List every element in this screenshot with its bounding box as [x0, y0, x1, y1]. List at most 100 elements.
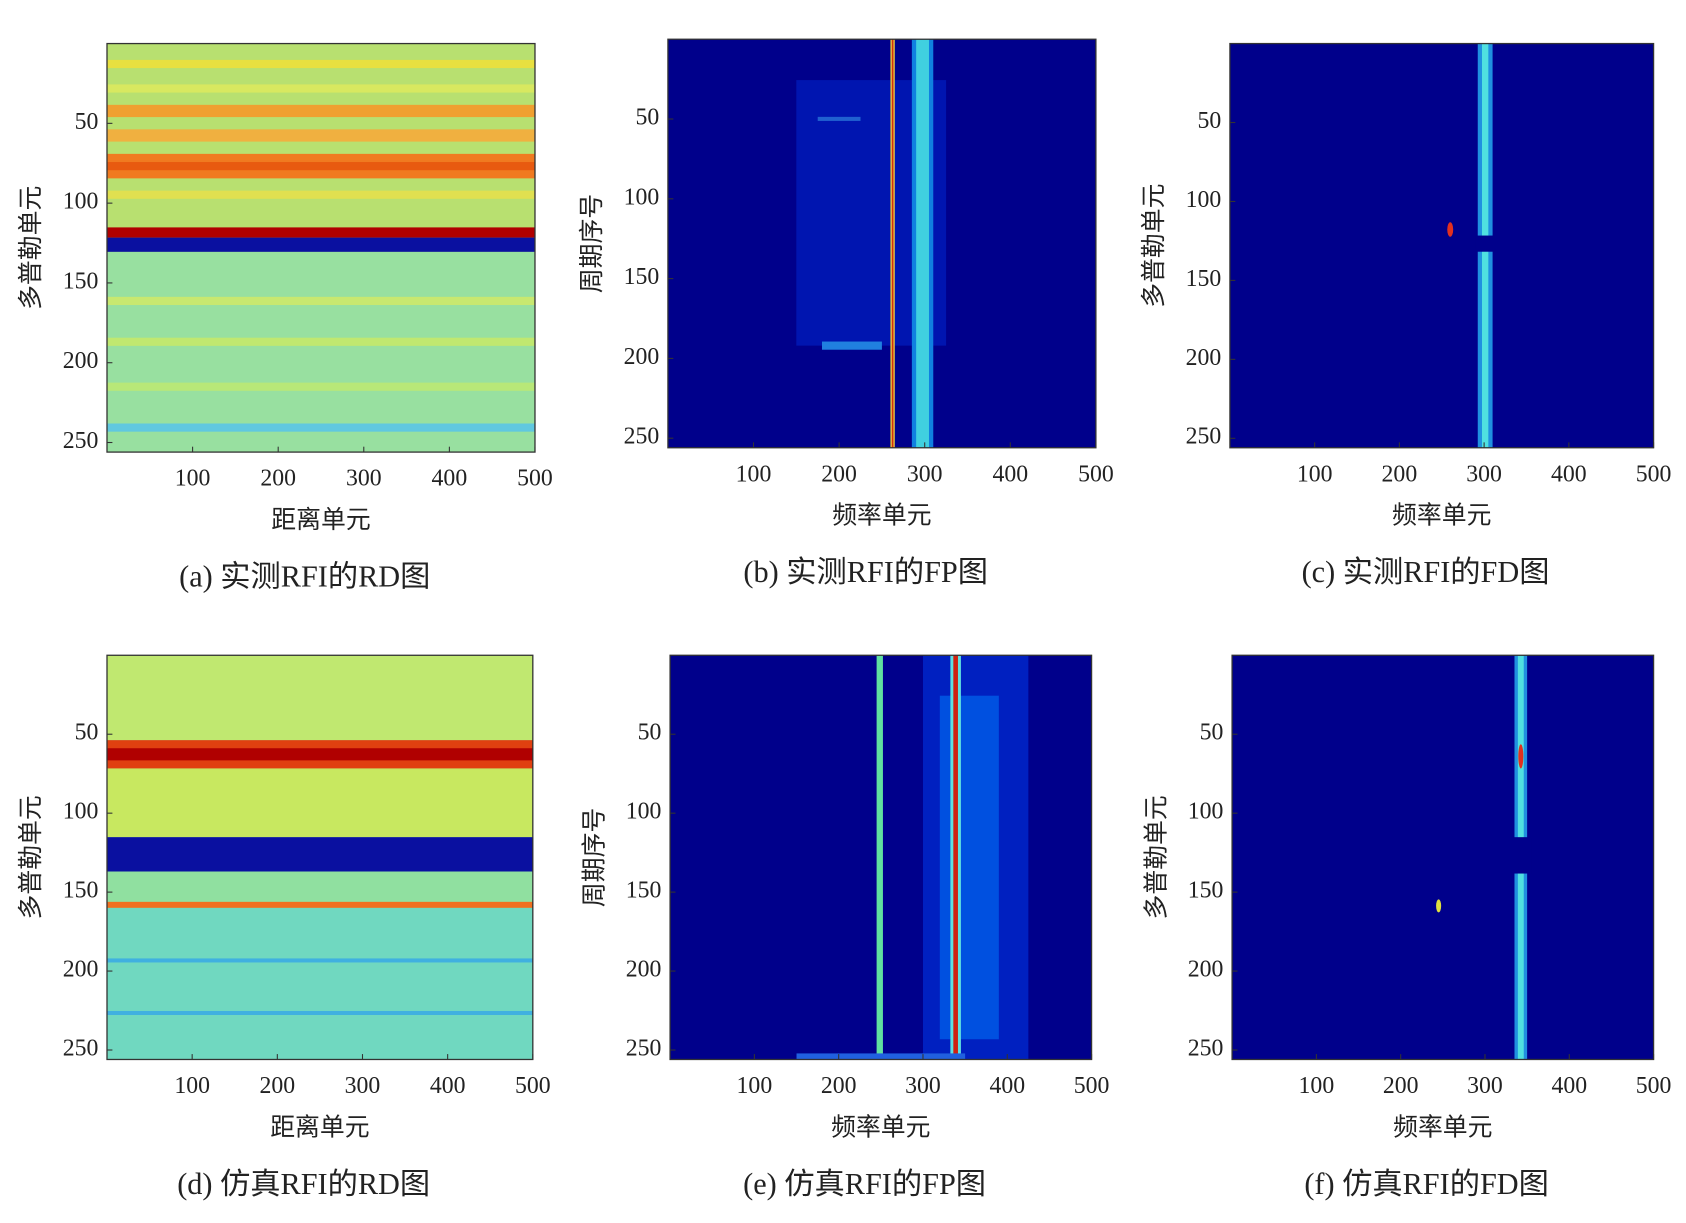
heatmap [1229, 43, 1654, 448]
heatmap-band [106, 768, 533, 838]
x-tick-label: 300 [907, 461, 943, 487]
y-tick-label: 150 [63, 878, 99, 904]
panel: 100 200 300 400 500 50 100 150 200 250 距离单元 多普勒单元 (a… [17, 42, 553, 594]
x-tick-label: 200 [821, 461, 857, 487]
heatmap-band [106, 901, 533, 908]
y-tick-label: 250 [63, 1035, 99, 1061]
x-axis-label: 频率单元 [831, 1113, 930, 1141]
y-axis-label: 周期序号 [578, 194, 606, 293]
y-tick-label: 100 [1186, 187, 1222, 213]
heatmap-band [106, 129, 535, 142]
heatmap-band [1510, 837, 1532, 874]
axes-frame [1231, 654, 1655, 1061]
heatmap-band [106, 251, 535, 453]
y-axis-label: 多普勒单元 [17, 795, 45, 919]
x-tick-label: 500 [1078, 461, 1114, 487]
heatmap-band [876, 655, 883, 1060]
y-tick-label: 250 [63, 428, 99, 454]
x-tick-label: 500 [517, 466, 553, 492]
y-tick-label: 150 [624, 264, 660, 290]
x-axis-label: 频率单元 [832, 502, 931, 530]
y-axis-label: 周期序号 [580, 808, 608, 907]
heatmap-band [106, 748, 533, 761]
y-tick-label: 200 [1186, 345, 1222, 371]
x-tick-label: 100 [174, 1073, 210, 1099]
y-tick-label: 50 [75, 720, 99, 746]
x-tick-label: 500 [1074, 1073, 1110, 1099]
heatmap-band [106, 227, 535, 238]
x-tick-label: 300 [1467, 1073, 1503, 1099]
y-axis-label: 多普勒单元 [1140, 184, 1168, 308]
heatmap-spot [1518, 744, 1524, 769]
heatmap-band [817, 116, 861, 121]
y-tick-label: 250 [1188, 1035, 1224, 1061]
heatmap-band [106, 296, 535, 306]
heatmap-band [106, 237, 535, 252]
x-tick-label: 100 [1297, 461, 1333, 487]
x-axis-label: 距离单元 [270, 1113, 369, 1141]
x-tick-label: 400 [432, 466, 468, 492]
x-tick-label: 400 [992, 461, 1028, 487]
x-tick-label: 400 [430, 1073, 466, 1099]
panel: 100 200 300 400 500 50 100 150 200 250 频率单元 周期序号 (b)… [578, 38, 1114, 589]
heatmap-band [106, 958, 533, 963]
x-axis-label: 频率单元 [1393, 1113, 1492, 1141]
y-tick-label: 200 [1188, 957, 1224, 983]
y-tick-label: 150 [1186, 266, 1222, 292]
y-tick-label: 200 [63, 348, 99, 374]
y-tick-label: 250 [1186, 424, 1222, 450]
axes-frame [1229, 42, 1655, 449]
y-tick-label: 100 [626, 799, 662, 825]
y-tick-label: 250 [624, 424, 660, 450]
x-tick-label: 400 [1551, 461, 1587, 487]
y-tick-label: 200 [626, 957, 662, 983]
heatmap-band [106, 655, 533, 741]
y-tick-label: 50 [1198, 108, 1222, 134]
panel: 100 200 300 400 500 50 100 150 200 250 频率单元 周期序号 (e)… [580, 654, 1110, 1201]
x-tick-label: 100 [737, 1073, 773, 1099]
heatmap-band [106, 907, 533, 1060]
panel-caption: (d) 仿真RFI的RD图 [177, 1167, 430, 1201]
y-tick-label: 200 [63, 957, 99, 983]
x-tick-label: 300 [346, 466, 382, 492]
x-tick-label: 300 [345, 1073, 381, 1099]
y-tick-label: 200 [624, 344, 660, 370]
y-tick-label: 100 [63, 189, 99, 215]
x-tick-label: 200 [821, 1073, 857, 1099]
heatmap-band [106, 382, 535, 391]
x-axis-label: 距离单元 [271, 506, 370, 534]
x-tick-label: 400 [1551, 1073, 1587, 1099]
heatmap-band [1475, 235, 1497, 252]
heatmap-band [106, 84, 535, 93]
axes-frame [106, 42, 536, 453]
panel-caption: (f) 仿真RFI的FD图 [1304, 1167, 1549, 1201]
y-tick-label: 50 [638, 720, 662, 746]
y-tick-label: 150 [1188, 878, 1224, 904]
heatmap-band [106, 871, 533, 898]
x-tick-label: 500 [515, 1073, 551, 1099]
heatmap-band [106, 162, 535, 171]
panel: 100 200 300 400 500 50 100 150 200 250 频率单元 多普勒单元 (c… [1140, 42, 1672, 589]
x-tick-label: 300 [1466, 461, 1502, 487]
heatmap-band [916, 39, 929, 448]
heatmap-band [106, 104, 535, 118]
y-tick-label: 100 [624, 184, 660, 210]
heatmap-band [106, 190, 535, 199]
heatmap-band [953, 655, 958, 1060]
y-tick-label: 100 [1188, 799, 1224, 825]
y-axis-label: 多普勒单元 [17, 186, 45, 310]
y-axis-label: 多普勒单元 [1142, 795, 1170, 919]
y-tick-label: 50 [75, 109, 99, 135]
y-tick-label: 50 [1200, 720, 1224, 746]
x-axis-label: 频率单元 [1392, 502, 1491, 530]
y-tick-label: 150 [63, 268, 99, 294]
y-tick-label: 150 [626, 878, 662, 904]
y-tick-label: 250 [626, 1035, 662, 1061]
panel-caption: (a) 实测RFI的RD图 [179, 560, 430, 594]
y-tick-label: 50 [636, 104, 660, 130]
heatmap-band [796, 1053, 966, 1060]
x-tick-label: 500 [1636, 461, 1672, 487]
heatmap-band [106, 423, 535, 432]
x-tick-label: 200 [259, 1073, 295, 1099]
